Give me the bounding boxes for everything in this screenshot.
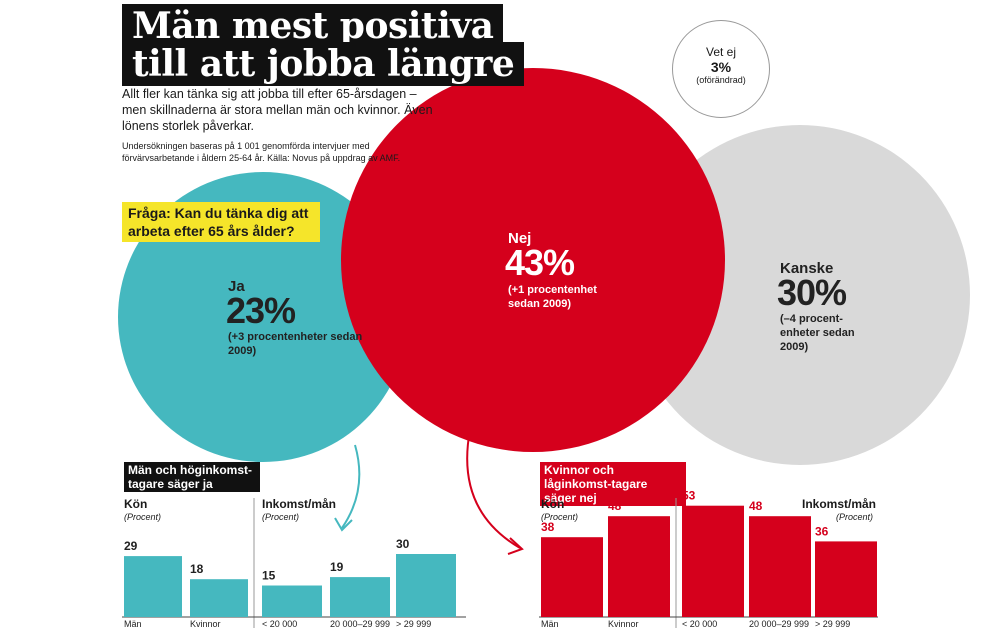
ja-pct: 23% — [226, 290, 296, 331]
bar-category-label: > 29 999 — [396, 619, 431, 629]
bar-category-label: 20 000–29 999 — [749, 619, 809, 629]
right-kon-title: Kön — [541, 497, 565, 511]
ja-label: Ja — [228, 278, 245, 295]
vetej-pct: 3% — [710, 59, 732, 75]
right-section-title: Kvinnor och låginkomst-tagare säger nej — [540, 462, 686, 506]
kanske-label: Kanske — [780, 260, 834, 277]
kanske-change: (–4 procent-enheter sedan 2009) — [780, 313, 855, 353]
bar-value-label: 48 — [749, 499, 763, 513]
right-kon-sub: (Procent) — [541, 512, 579, 522]
title-line-2: till att jobba längre — [122, 42, 525, 86]
left-kon-title: Kön — [124, 497, 148, 511]
kanske-pct: 30% — [777, 272, 847, 313]
question-label: Fråga: Kan du tänka dig att arbeta efter… — [122, 202, 320, 242]
bar-category-label: < 20 000 — [682, 619, 717, 629]
bar-value-label: 19 — [330, 560, 344, 574]
bar — [815, 541, 877, 617]
bar — [396, 554, 456, 617]
nej-pct: 43% — [505, 242, 575, 283]
ja-arrow-head — [334, 517, 353, 532]
bar — [124, 556, 182, 617]
bar — [330, 577, 390, 617]
left-section-title: Män och höginkomst-tagare säger ja — [124, 462, 260, 492]
bar-category-label: Kvinnor — [608, 619, 639, 629]
bar-value-label: 48 — [608, 499, 622, 513]
bar-value-label: 18 — [190, 562, 204, 576]
right-ink-title: Inkomst/mån — [802, 497, 877, 511]
bar — [262, 585, 322, 617]
lead-text: Allt fler kan tänka sig att jobba till e… — [122, 87, 433, 133]
left-ink-title: Inkomst/mån — [262, 497, 337, 511]
bar-category-label: Män — [124, 619, 142, 629]
right-ink-sub: (Procent) — [836, 512, 874, 522]
nej-arrow — [466, 429, 521, 549]
left-kon-sub: (Procent) — [124, 512, 162, 522]
left-ink-sub: (Procent) — [262, 512, 300, 522]
bar-category-label: 20 000–29 999 — [330, 619, 390, 629]
bar-category-label: Män — [541, 619, 559, 629]
bar — [608, 516, 670, 617]
bar-value-label: 53 — [682, 489, 696, 503]
nej-arrow-head — [507, 537, 524, 555]
ja-arrow — [341, 444, 361, 529]
bar — [190, 579, 248, 617]
nej-label: Nej — [508, 230, 532, 247]
vetej-change: (oförändrad) — [696, 75, 746, 85]
bar-value-label: 15 — [262, 569, 276, 583]
title-line-1: Män mest positiva — [122, 4, 504, 48]
bar — [682, 505, 744, 617]
bar-category-label: < 20 000 — [262, 619, 297, 629]
bar-value-label: 38 — [541, 520, 555, 534]
vetej-bubble: Vet ej 3% (oförändrad) — [672, 20, 770, 118]
ja-change: (+3 procentenheter sedan 2009) — [228, 331, 363, 357]
bar-value-label: 36 — [815, 524, 829, 538]
bar — [749, 516, 811, 617]
bar-value-label: 29 — [124, 539, 138, 553]
bar — [541, 537, 603, 617]
bar-value-label: 30 — [396, 537, 410, 551]
ja-bubble — [118, 172, 408, 462]
method-text: Undersökningen baseras på 1 001 genomför… — [122, 141, 401, 163]
bar-category-label: > 29 999 — [815, 619, 850, 629]
nej-bubble — [341, 68, 725, 452]
bar-category-label: Kvinnor — [190, 619, 221, 629]
vetej-label: Vet ej — [705, 45, 737, 59]
nej-change: (+1 procentenhet sedan 2009) — [508, 284, 597, 310]
